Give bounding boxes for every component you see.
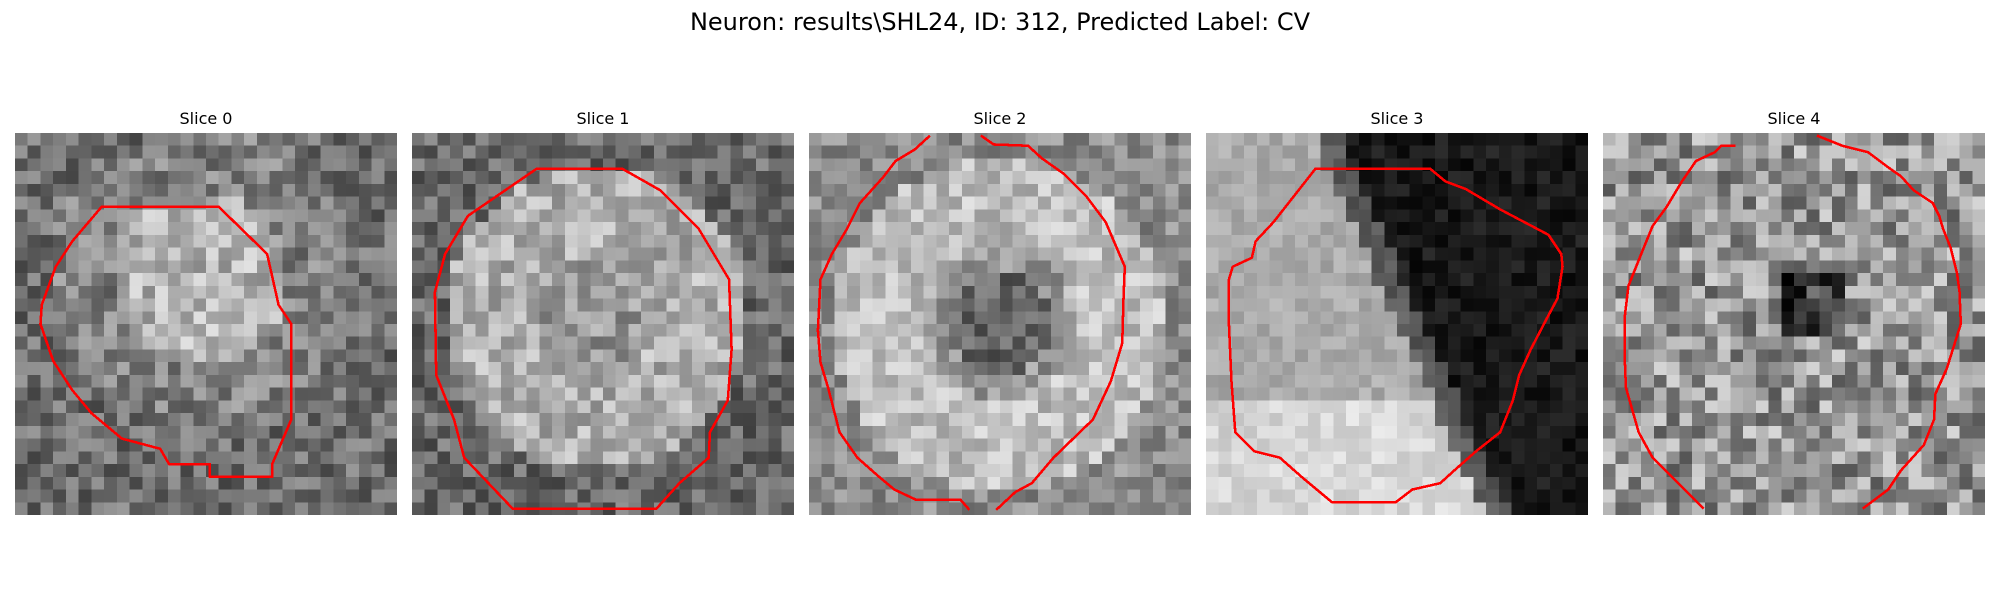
cell-contour (1623, 134, 1963, 510)
slice-panel-1: Slice 1 (412, 108, 794, 515)
slice-title: Slice 1 (576, 109, 630, 128)
slice-panel-3: Slice 3 (1206, 108, 1588, 515)
slice-image (412, 133, 794, 515)
slice-image (15, 133, 397, 515)
cell-contour (1227, 167, 1564, 504)
slice-panel-0: Slice 0 (15, 108, 397, 515)
slice-image (1603, 133, 1985, 515)
slice-panel-2: Slice 2 (809, 108, 1191, 515)
slice-title: Slice 2 (973, 109, 1027, 128)
cell-contour (816, 134, 1127, 511)
slice-image (1206, 133, 1588, 515)
cell-contour (433, 167, 733, 510)
figure-title: Neuron: results\SHL24, ID: 312, Predicte… (689, 8, 1311, 36)
slice-title: Slice 4 (1767, 109, 1821, 128)
slice-title: Slice 3 (1370, 109, 1424, 128)
slice-panel-4: Slice 4 (1603, 108, 1985, 515)
cell-contour (39, 205, 293, 479)
slice-image (809, 133, 1191, 515)
slice-title: Slice 0 (179, 109, 233, 128)
